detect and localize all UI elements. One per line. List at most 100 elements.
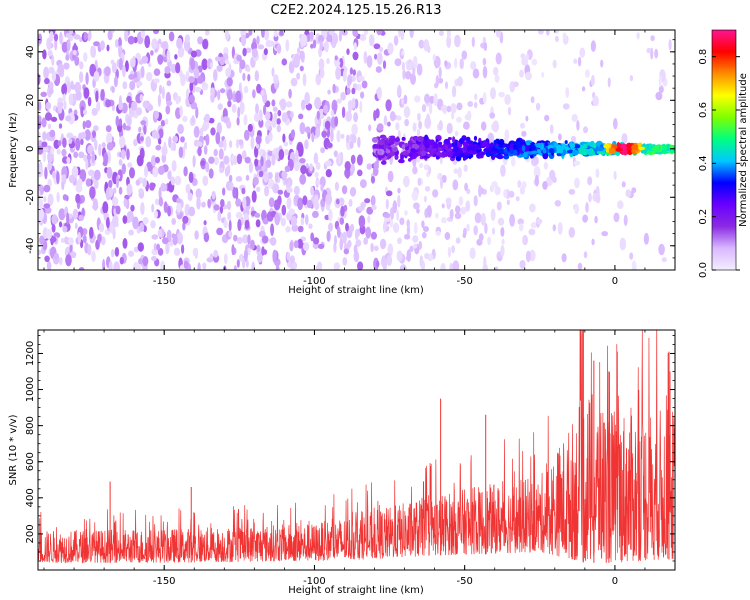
spectrogram-cell: [95, 90, 99, 103]
spectrogram-cell: [293, 240, 299, 249]
spectrogram-cell: [413, 124, 416, 131]
spectrogram-signal-cell: [453, 152, 460, 156]
spectrogram-cell: [368, 124, 372, 132]
spectrogram-cell: [454, 130, 459, 137]
spectrogram-cell: [197, 36, 204, 45]
spectrogram-cell: [304, 126, 311, 134]
spectrogram-cell: [582, 214, 588, 223]
spectrogram-cell: [299, 65, 304, 72]
spectrogram-cell: [170, 142, 174, 152]
spectrogram-signal-cell: [391, 139, 395, 145]
spectrogram-cell: [277, 195, 282, 206]
spectrogram-cell: [338, 30, 342, 42]
spectrogram-cell: [58, 123, 63, 129]
spectrogram-cell: [473, 225, 479, 236]
spectrogram-cell: [70, 84, 76, 90]
spectrogram-cell: [83, 32, 88, 41]
spectrogram-cell: [496, 201, 502, 211]
spectrogram-cell: [271, 153, 276, 166]
spectrogram-cell: [358, 205, 362, 211]
spectrogram-cell: [80, 138, 84, 146]
spectrogram-cell: [403, 94, 408, 105]
spectrogram-cell: [334, 181, 339, 191]
spectrogram-cell: [175, 62, 181, 74]
spectrogram-cell: [129, 167, 135, 179]
spectrogram-cell: [93, 178, 99, 189]
spectrogram-cell: [359, 100, 363, 113]
spectrogram-cell: [519, 69, 524, 78]
spectrogram-cell: [261, 30, 265, 38]
spectrogram-cell: [625, 189, 632, 198]
spectrogram-cell: [65, 254, 72, 267]
spectrogram-cell: [254, 212, 261, 218]
spectrogram-cell: [298, 113, 304, 120]
spectrogram-cell: [452, 179, 459, 191]
spectrogram-cell: [179, 105, 183, 117]
spectrogram-cell: [562, 103, 570, 110]
spectrogram-cell: [242, 150, 247, 160]
spectrogram-cell: [328, 30, 335, 36]
y-tick-label: 1200: [25, 341, 36, 366]
spectrogram-cell: [258, 109, 263, 122]
spectrogram-cell: [167, 171, 171, 180]
colorbar-frame: [711, 29, 737, 271]
spectrogram-cell: [173, 247, 181, 256]
spectrogram-cell: [636, 32, 640, 40]
spectrogram-cell: [57, 63, 64, 76]
spectrogram-cell: [629, 252, 634, 260]
spectrogram-signal-cell: [603, 143, 610, 149]
spectrogram-cell: [139, 222, 145, 232]
spectrogram-cell: [225, 67, 231, 78]
spectrogram-cell: [60, 237, 65, 244]
spectrogram-cell: [508, 190, 515, 198]
spectrogram-cell: [49, 129, 56, 138]
spectrogram-cell: [201, 58, 208, 71]
spectrogram-cell: [409, 30, 414, 39]
spectrogram-signal-cell: [465, 153, 471, 157]
spectrogram-cell: [235, 198, 242, 207]
spectrogram-cell: [538, 30, 544, 35]
spectrogram-cell: [457, 76, 463, 87]
spectrogram-cell: [300, 33, 308, 47]
spectrogram-cell: [418, 39, 425, 49]
spectrogram-cell: [66, 212, 70, 225]
spectrogram-cell: [236, 117, 240, 126]
spectrogram-cell: [93, 41, 100, 47]
spectrogram-cell: [208, 168, 214, 179]
spectrogram-cell: [203, 232, 210, 243]
spectrogram-cell: [111, 86, 115, 94]
spectrogram-cell: [265, 111, 271, 121]
spectrogram-cell: [172, 135, 179, 143]
spectrogram-cell: [64, 236, 68, 244]
spectrogram-cell: [264, 30, 270, 41]
spectrogram-cell: [270, 223, 275, 236]
spectrogram-cell: [245, 174, 250, 181]
spectrogram-signal-cell: [465, 136, 471, 142]
spectrogram-cell: [573, 160, 581, 166]
spectrogram-cell: [145, 136, 152, 148]
spectrogram-cell: [370, 242, 374, 253]
spectrogram-cell: [133, 36, 138, 44]
spectrogram-signal-cell: [650, 150, 656, 155]
spectrogram-cell: [250, 136, 255, 150]
spectrogram-cell: [585, 69, 590, 78]
spectrogram-cell: [57, 140, 62, 147]
spectrogram-cell: [353, 42, 357, 51]
spectrogram-cell: [461, 50, 468, 60]
spectrogram-cell: [38, 33, 43, 45]
spectrogram-cell: [426, 113, 431, 126]
spectrogram-cell: [453, 168, 459, 174]
spectrogram-cell: [428, 102, 433, 115]
spectrogram-cell: [153, 68, 161, 76]
spectrogram-cell: [124, 60, 129, 72]
spectrogram-cell: [244, 156, 251, 164]
spectrogram-cell: [433, 93, 438, 107]
spectrogram-cell: [399, 217, 405, 226]
spectrogram-cell: [235, 90, 242, 103]
spectrogram-cell: [85, 120, 92, 129]
spectrogram-cell: [106, 217, 110, 229]
spectrogram-cell: [144, 35, 151, 49]
spectrogram-cell: [58, 221, 63, 228]
spectrogram-cell: [150, 155, 157, 167]
spectrogram-signal-cell: [503, 154, 510, 160]
